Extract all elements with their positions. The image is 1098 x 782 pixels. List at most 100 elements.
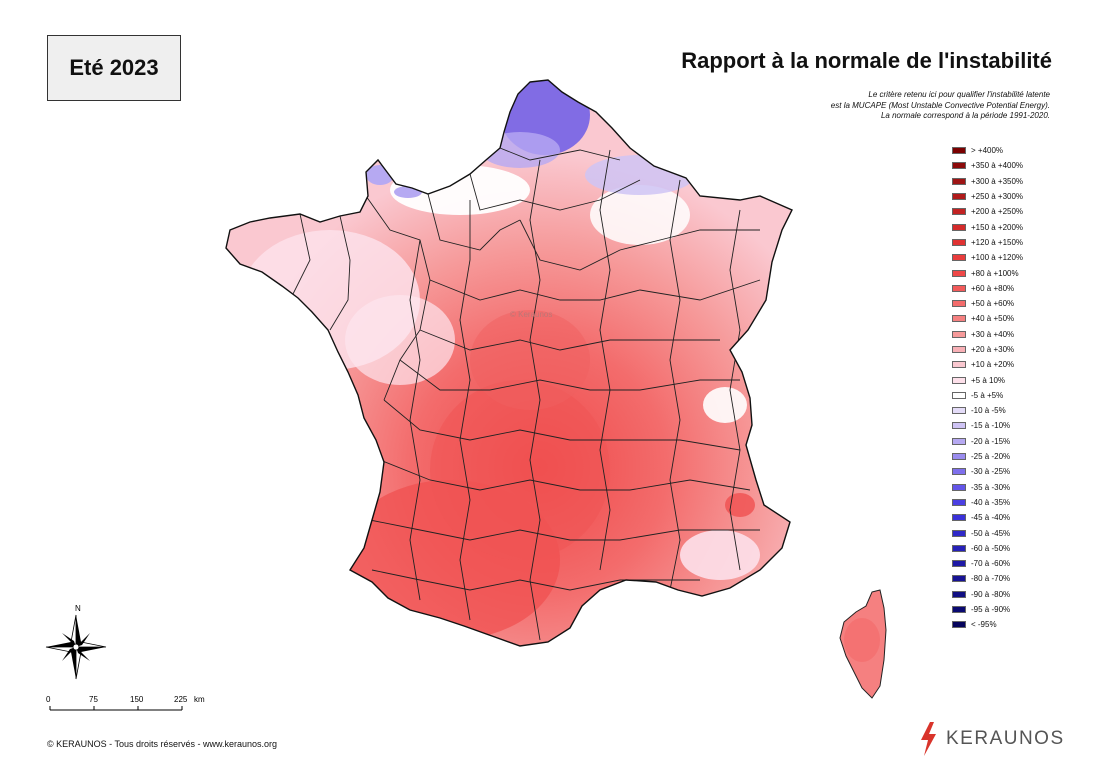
legend-swatch <box>952 284 966 292</box>
legend-swatch <box>952 238 966 246</box>
legend-label: +120 à +150% <box>971 237 1024 247</box>
legend-swatch <box>952 346 966 353</box>
legend-item: -80 à -70% <box>952 571 1023 586</box>
legend-label: -5 à +5% <box>971 390 1004 400</box>
legend-swatch <box>952 193 966 201</box>
map-title: Rapport à la normale de l'instabilité <box>681 48 1052 73</box>
legend-swatch <box>952 223 966 231</box>
legend-label: +300 à +350% <box>971 176 1024 186</box>
legend-item: +80 à +100% <box>952 265 1023 280</box>
legend-swatch <box>952 560 966 568</box>
legend-swatch <box>952 162 966 170</box>
legend-label: +80 à +100% <box>971 268 1019 278</box>
scale-bar-svg: 0 75 150 225 km <box>46 695 205 711</box>
legend-label: +5 à 10% <box>971 375 1006 385</box>
legend-item: +150 à +200% <box>952 219 1023 234</box>
brand-name: KERAUNOS <box>946 728 1065 749</box>
legend-swatch <box>952 147 966 155</box>
legend-item: < -95% <box>952 617 1023 632</box>
legend-label: -40 à -35% <box>971 497 1011 507</box>
brand-logo: KERAUNOS <box>918 722 1065 756</box>
legend-swatch <box>952 361 966 369</box>
legend-label: -60 à -50% <box>971 543 1011 553</box>
legend-item: +5 à 10% <box>952 372 1023 387</box>
season-label: Eté 2023 <box>69 55 159 80</box>
legend-item: -5 à +5% <box>952 388 1023 403</box>
legend-item: +20 à +30% <box>952 342 1023 357</box>
scale-tick-label: 0 <box>46 695 51 704</box>
legend-swatch <box>952 315 966 323</box>
legend-item: -15 à -10% <box>952 418 1023 433</box>
legend-swatch <box>952 407 966 415</box>
corsica-outline <box>839 589 887 699</box>
legend-swatch <box>952 544 966 552</box>
scale-tick-label: 150 <box>130 695 144 704</box>
lightning-icon <box>921 722 936 756</box>
legend-label: -90 à -80% <box>971 589 1011 599</box>
legend-item: +30 à +40% <box>952 327 1023 342</box>
legend-item: +60 à +80% <box>952 281 1023 296</box>
legend-swatch <box>952 376 966 384</box>
department-borders <box>289 147 761 641</box>
compass-rose: N <box>44 603 110 688</box>
legend-swatch <box>952 621 966 629</box>
copyright-text: © KERAUNOS - Tous droits réservés - www.… <box>47 739 278 749</box>
legend-label: -30 à -25% <box>971 467 1011 477</box>
method-notes: Le critère retenu ici pour qualifier l'i… <box>831 90 1050 122</box>
legend-label: +250 à +300% <box>971 192 1024 202</box>
legend-item: +250 à +300% <box>952 189 1023 204</box>
legend-item: +300 à +350% <box>952 174 1023 189</box>
scale-tick-label: 75 <box>89 695 98 704</box>
legend-label: -25 à -20% <box>971 452 1011 462</box>
legend-swatch <box>952 590 966 598</box>
legend-item: -20 à -15% <box>952 434 1023 449</box>
mainland-fill <box>226 80 792 646</box>
legend-item: > +400% <box>952 143 1023 158</box>
legend-label: -45 à -40% <box>971 513 1011 523</box>
note-line: est la MUCAPE (Most Unstable Convective … <box>830 100 1050 110</box>
compass-north-label: N <box>75 604 81 613</box>
legend-label: +30 à +40% <box>971 329 1015 339</box>
legend-item: -90 à -80% <box>952 587 1023 602</box>
legend-label: -95 à -90% <box>971 605 1011 615</box>
legend-item: -50 à -45% <box>952 525 1023 540</box>
legend-swatch <box>952 483 966 491</box>
legend-swatch <box>952 575 966 583</box>
legend-label: -35 à -30% <box>971 482 1011 492</box>
legend-swatch <box>952 254 966 262</box>
legend-label: +100 à +120% <box>971 253 1024 263</box>
legend-label: -20 à -15% <box>971 436 1011 446</box>
legend-swatch <box>952 514 966 522</box>
legend-swatch <box>952 468 966 476</box>
legend-item: +10 à +20% <box>952 357 1023 372</box>
legend-swatch <box>952 422 966 430</box>
legend-item: -10 à -5% <box>952 403 1023 418</box>
corsica-fill <box>840 590 886 698</box>
map-legend: > +400% +350 à +400% +300 à +350% +250 à +3… <box>952 143 1023 633</box>
legend-swatch <box>952 300 966 308</box>
legend-item: +100 à +120% <box>952 250 1023 265</box>
legend-swatch <box>952 529 966 537</box>
legend-swatch <box>952 177 966 185</box>
legend-item: +120 à +150% <box>952 235 1023 250</box>
legend-item: -45 à -40% <box>952 510 1023 525</box>
legend-item: -70 à -60% <box>952 556 1023 571</box>
legend-item: +50 à +60% <box>952 296 1023 311</box>
legend-item: -60 à -50% <box>952 541 1023 556</box>
legend-label: -70 à -60% <box>971 559 1011 569</box>
legend-swatch <box>952 498 966 506</box>
note-line: La normale correspond à la période 1991-… <box>880 111 1050 120</box>
legend-swatch <box>952 208 966 216</box>
scale-tick-label: 225 <box>174 695 188 704</box>
legend-label: +10 à +20% <box>971 360 1015 370</box>
note-line: Le critère retenu ici pour qualifier l'i… <box>868 90 1050 99</box>
legend-label: +20 à +30% <box>971 345 1015 354</box>
legend-label: > +400% <box>971 146 1004 156</box>
legend-label: +350 à +400% <box>971 161 1024 171</box>
legend-label: +200 à +250% <box>971 207 1024 217</box>
legend-item: +40 à +50% <box>952 311 1023 326</box>
legend-label: +150 à +200% <box>971 222 1024 232</box>
legend-item: -40 à -35% <box>952 495 1023 510</box>
